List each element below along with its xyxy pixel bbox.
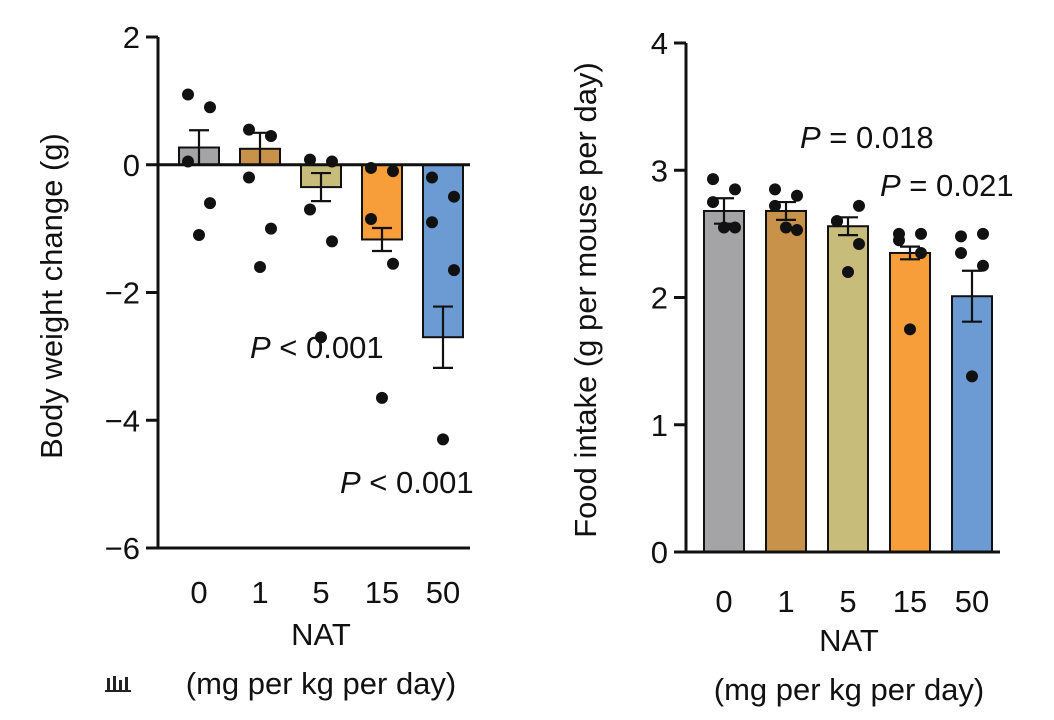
right-bars bbox=[703, 209, 993, 554]
data-point-50 bbox=[448, 264, 460, 277]
data-point-1 bbox=[243, 123, 255, 136]
data-point-50 bbox=[955, 246, 967, 259]
data-point-5 bbox=[853, 238, 865, 251]
data-point-5 bbox=[315, 331, 327, 344]
y-tick-label-2: 2 bbox=[123, 20, 140, 55]
data-point-0 bbox=[718, 221, 730, 234]
logo-mark-icon bbox=[105, 676, 131, 692]
data-point-15 bbox=[915, 227, 927, 240]
bar-1 bbox=[765, 209, 807, 553]
data-point-1 bbox=[265, 222, 277, 235]
y-tick-label-0: 0 bbox=[123, 148, 140, 183]
right-y-axis-label: Food intake (g per mouse per day) bbox=[568, 62, 603, 538]
data-point-15 bbox=[387, 165, 399, 178]
left-x-axis-label-line2: (mg per kg per day) bbox=[186, 666, 457, 701]
data-point-1 bbox=[791, 224, 803, 237]
x-tick-label-0: 0 bbox=[715, 584, 732, 619]
data-point-0 bbox=[729, 183, 741, 196]
data-point-0 bbox=[707, 196, 719, 209]
right-x-axis-label-line2: (mg per kg per day) bbox=[714, 672, 985, 707]
data-point-50 bbox=[955, 230, 967, 243]
left-y-axis-label: Body weight change (g) bbox=[34, 133, 69, 459]
x-tick-label-1: 1 bbox=[251, 575, 268, 610]
x-tick-label-5: 5 bbox=[839, 584, 856, 619]
data-point-0 bbox=[182, 88, 194, 101]
data-point-50 bbox=[437, 433, 449, 446]
x-tick-label-5: 5 bbox=[312, 575, 329, 610]
data-point-0 bbox=[707, 173, 719, 186]
data-point-1 bbox=[265, 130, 277, 143]
data-point-50 bbox=[977, 259, 989, 272]
left-points bbox=[182, 88, 460, 446]
x-tick-label-0: 0 bbox=[190, 575, 207, 610]
right-p-value-annotation-50: P = 0.021 bbox=[880, 168, 1014, 203]
data-point-5 bbox=[842, 266, 854, 279]
data-point-0 bbox=[204, 197, 216, 210]
bar-5 bbox=[827, 225, 869, 554]
right-points bbox=[707, 173, 989, 383]
y-tick-label--2: −2 bbox=[105, 276, 140, 311]
y-tick-label-1: 1 bbox=[651, 408, 668, 443]
x-tick-label-15: 15 bbox=[893, 584, 927, 619]
data-point-15 bbox=[904, 323, 916, 336]
bar-0 bbox=[703, 209, 745, 553]
y-tick-label--6: −6 bbox=[105, 531, 140, 566]
y-tick-label--4: −4 bbox=[105, 403, 140, 438]
y-tick-label-3: 3 bbox=[651, 153, 668, 188]
data-point-50 bbox=[426, 171, 438, 184]
data-point-5 bbox=[304, 203, 316, 216]
data-point-15 bbox=[365, 213, 377, 226]
data-point-5 bbox=[326, 235, 338, 248]
data-point-1 bbox=[769, 183, 781, 196]
right-x-axis-label-line1: NAT bbox=[819, 623, 879, 658]
right-p-value-annotation-15: P = 0.018 bbox=[800, 120, 934, 155]
left-p-value-annotation-15: P < 0.001 bbox=[250, 330, 384, 365]
data-point-5 bbox=[304, 153, 316, 166]
left-y-ticks: 2 0 −2 −4 −6 bbox=[105, 20, 158, 566]
left-x-axis-label-line1: NAT bbox=[291, 617, 351, 652]
data-point-1 bbox=[254, 260, 266, 273]
bar-50 bbox=[951, 295, 993, 554]
left-x-ticks: 0 1 5 15 50 bbox=[190, 575, 460, 610]
data-point-15 bbox=[387, 257, 399, 270]
data-point-15 bbox=[376, 391, 388, 404]
data-point-50 bbox=[448, 190, 460, 203]
data-point-0 bbox=[193, 229, 205, 242]
y-tick-label-0: 0 bbox=[651, 535, 668, 570]
data-point-1 bbox=[243, 171, 255, 184]
data-point-50 bbox=[966, 370, 978, 383]
data-point-0 bbox=[729, 221, 741, 234]
bar-15 bbox=[889, 251, 931, 553]
data-point-50 bbox=[426, 216, 438, 229]
y-tick-label-2: 2 bbox=[651, 281, 668, 316]
right-x-ticks: 0 1 5 15 50 bbox=[715, 584, 989, 619]
x-tick-label-15: 15 bbox=[365, 575, 399, 610]
data-point-15 bbox=[893, 234, 905, 247]
x-tick-label-1: 1 bbox=[777, 584, 794, 619]
data-point-0 bbox=[204, 101, 216, 114]
body-weight-chart: 20−2−4−6 0 1 5 15 50 Body weight change (g) … bbox=[34, 20, 474, 701]
x-tick-label-50: 50 bbox=[426, 575, 460, 610]
x-tick-label-50: 50 bbox=[955, 584, 989, 619]
data-point-50 bbox=[977, 227, 989, 240]
data-point-5 bbox=[853, 199, 865, 212]
data-point-1 bbox=[780, 221, 792, 234]
left-p-value-annotation-50: P < 0.001 bbox=[340, 465, 474, 500]
data-point-5 bbox=[831, 215, 843, 228]
right-y-ticks: 4 3 2 1 0 bbox=[651, 26, 686, 570]
data-point-1 bbox=[791, 189, 803, 202]
data-point-15 bbox=[915, 246, 927, 259]
y-tick-label-4: 4 bbox=[651, 26, 668, 61]
data-point-1 bbox=[769, 199, 781, 212]
